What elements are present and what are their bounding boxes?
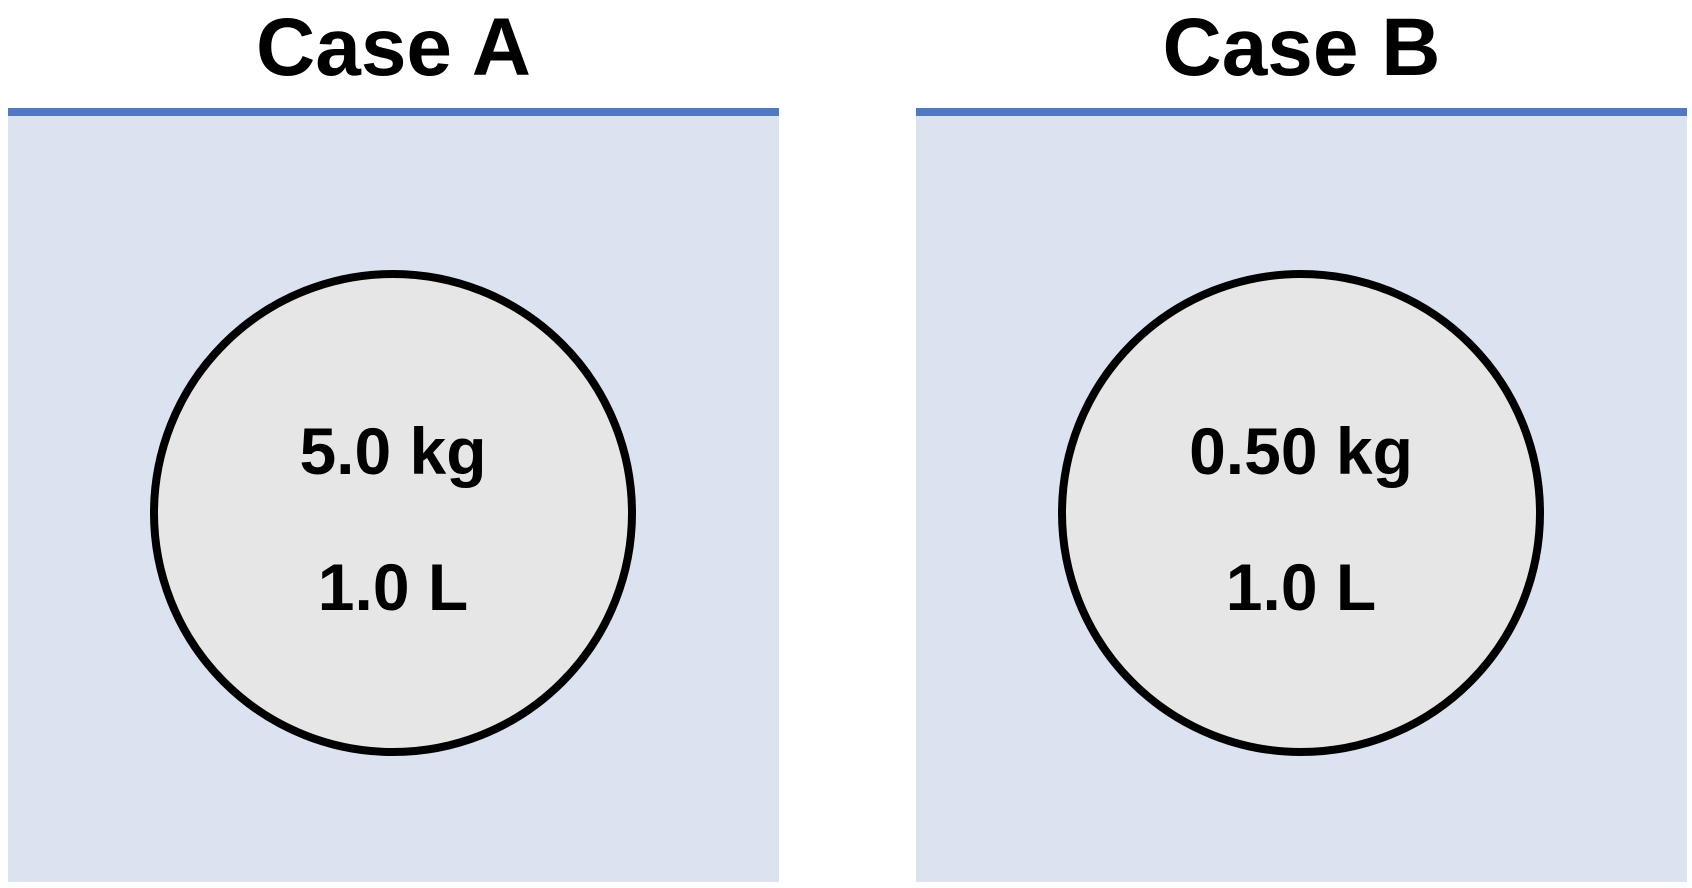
case-b-sphere: 0.50 kg 1.0 L — [1058, 270, 1544, 756]
case-a-volume-label: 1.0 L — [317, 550, 469, 624]
case-b-mass-label: 0.50 kg — [1189, 414, 1413, 488]
case-b-title: Case B — [1162, 2, 1441, 93]
case-a-water-surface — [8, 108, 779, 116]
case-a-water-tank: 5.0 kg 1.0 L — [8, 108, 779, 882]
case-b-water-tank: 0.50 kg 1.0 L — [916, 108, 1687, 882]
case-a-mass-label: 5.0 kg — [299, 414, 487, 488]
case-a-title: Case A — [256, 2, 531, 93]
case-b-volume-label: 1.0 L — [1225, 550, 1377, 624]
case-b-water-surface — [916, 108, 1687, 116]
case-a-sphere: 5.0 kg 1.0 L — [150, 270, 636, 756]
